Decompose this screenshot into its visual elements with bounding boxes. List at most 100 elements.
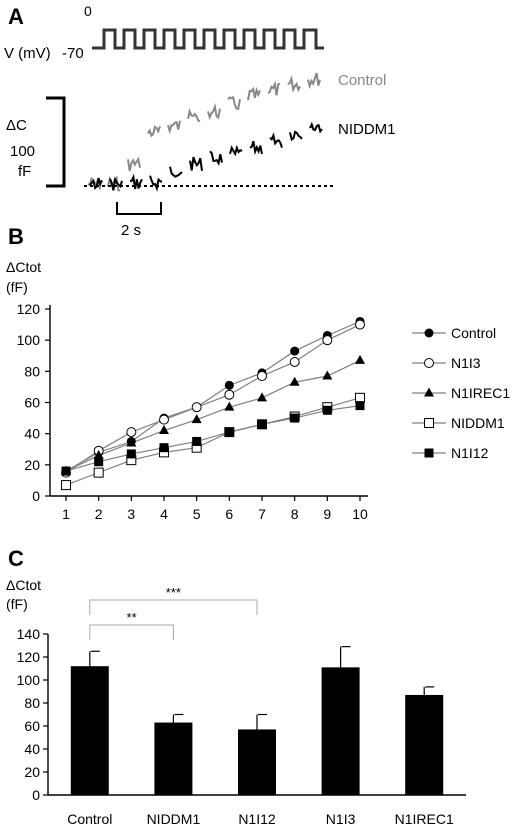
scale-value-label: 100 [10, 143, 35, 160]
panel-c-yunit: (fF) [6, 596, 28, 612]
x-tick-label: 7 [258, 506, 266, 522]
trace-burst [207, 102, 221, 121]
trace-burst [189, 156, 203, 172]
trace-burst [309, 121, 323, 134]
y-tick-label: 100 [17, 332, 41, 348]
panel-b-legend: Control N1I3 N1IREC1 NIDDM1 N1I12 [412, 325, 510, 461]
trace-burst [167, 120, 181, 135]
y-tick-label: 100 [17, 672, 41, 688]
time-scale-bar [116, 202, 162, 215]
panel-c-axes: 0 20 40 60 80 100 120 140 [17, 626, 466, 803]
bar [154, 722, 193, 795]
data-point [355, 319, 365, 330]
x-tick-label: 9 [323, 506, 331, 522]
series-line [65, 324, 361, 474]
data-point [257, 392, 267, 402]
trace-burst [267, 80, 281, 96]
data-point [159, 425, 169, 435]
data-point [355, 392, 365, 403]
trace-burst [289, 130, 303, 142]
data-point [322, 335, 333, 346]
data-point [290, 413, 300, 423]
data-point [94, 457, 104, 467]
data-point [289, 356, 300, 367]
category-label: N1IREC1 [395, 811, 454, 827]
trace-burst [89, 177, 103, 190]
data-point [355, 401, 365, 411]
data-point [191, 402, 202, 413]
bar [70, 666, 109, 795]
panel-b-series-lines [65, 320, 361, 486]
y-tick-label: 80 [24, 695, 40, 711]
panel-c-significance: ***** [89, 585, 258, 640]
legend-label: NIDDM1 [451, 415, 505, 431]
legend-label: N1I3 [451, 355, 481, 371]
category-label: Control [67, 811, 112, 827]
y-tick-label: 0 [32, 488, 40, 504]
voltage-pulse-train [92, 28, 324, 50]
trace-burst [209, 150, 223, 166]
data-point [159, 443, 169, 453]
trace-burst [247, 86, 261, 101]
x-tick-label: 2 [95, 506, 103, 522]
niddm1-trace [89, 121, 323, 192]
panel-c-bars: Control NIDDM1 N1I12 N1I3 N1IREC1 [67, 646, 454, 827]
scale-unit-label: fF [18, 163, 31, 180]
bar [405, 694, 444, 795]
panel-a-label: A [8, 4, 24, 29]
panel-b-axes: 0 20 40 60 80 100 120 1 2 3 4 5 6 7 8 9 10 [17, 301, 368, 522]
y-tick-label: 60 [24, 395, 40, 411]
trace-burst [227, 95, 241, 110]
delta-c-label: ΔC [6, 117, 27, 134]
data-point [257, 371, 267, 382]
trace-burst [307, 72, 321, 90]
data-point [257, 419, 267, 429]
trace-burst [269, 132, 283, 149]
x-tick-label: 8 [291, 506, 299, 522]
trace-burst [187, 108, 201, 123]
x-tick-label: 4 [160, 506, 168, 522]
voltage-high-label: 0 [84, 3, 92, 19]
y-tick-label: 0 [32, 787, 40, 803]
legend-label: N1IREC1 [451, 385, 510, 401]
data-point [290, 346, 300, 356]
data-point [192, 436, 202, 446]
significance-bracket [89, 624, 174, 640]
data-point [93, 449, 104, 459]
niddm1-trace-label: NIDDM1 [338, 121, 396, 138]
y-tick-label: 80 [24, 363, 40, 379]
significance-bracket [89, 599, 258, 615]
y-tick-label: 120 [17, 301, 41, 317]
legend-marker [424, 418, 434, 428]
x-tick-label: 1 [62, 506, 70, 522]
y-tick-label: 120 [17, 649, 41, 665]
legend-label: Control [451, 325, 496, 341]
data-point [289, 376, 300, 386]
panel-b-markers [61, 316, 365, 491]
significance-label: ** [127, 610, 137, 625]
trace-burst [109, 176, 123, 191]
trace-burst [147, 125, 161, 138]
trace-burst [249, 140, 263, 156]
x-tick-label: 10 [352, 506, 368, 522]
x-tick-label: 6 [225, 506, 233, 522]
series-line [65, 405, 361, 472]
data-point [61, 480, 71, 491]
y-tick-label: 140 [17, 626, 41, 642]
panel-c-ylabel: ΔCtot [6, 577, 41, 593]
data-point [61, 466, 71, 476]
data-point [355, 354, 365, 364]
data-point [126, 437, 137, 447]
panel-a: A 0 V (mV) -70 ΔC 100 fF Control NIDDM1 … [4, 3, 396, 239]
category-label: N1I3 [326, 811, 356, 827]
x-tick-label: 5 [193, 506, 201, 522]
control-trace [87, 72, 321, 192]
category-label: NIDDM1 [147, 811, 201, 827]
panel-c: C ΔCtot (fF) 0 20 40 60 80 100 120 140 Control N… [6, 546, 466, 827]
data-point [224, 380, 234, 390]
data-point [126, 427, 137, 438]
legend-marker [424, 448, 434, 458]
legend-marker [424, 358, 434, 368]
data-point [93, 467, 104, 478]
